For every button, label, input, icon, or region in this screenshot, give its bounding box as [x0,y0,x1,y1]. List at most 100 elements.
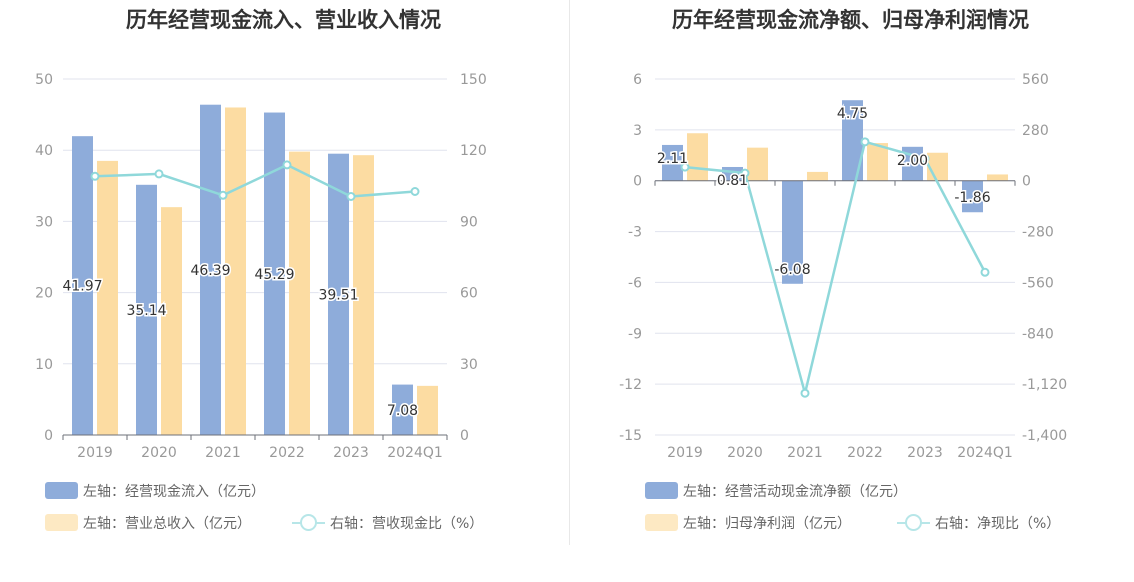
bar-series2 [987,174,1008,181]
legend-label: 左轴：经营现金流入（亿元） [83,484,265,500]
bar-series1 [136,184,157,435]
bar-data-label: 35.14 [126,303,166,319]
legend-swatch [645,482,678,499]
right-legend-bar2[interactable]: 左轴：归母净利润（亿元） [645,513,851,533]
right-axis-tick-label: 90 [460,214,478,230]
legend-swatch [45,514,78,531]
bar-series2 [867,143,888,181]
line-series [94,163,416,198]
line-point [740,168,750,178]
legend-line-icon [897,514,930,531]
legend-label: 左轴：归母净利润（亿元） [683,516,851,532]
right-axis-tick-label: 60 [460,286,478,302]
line-point [90,171,100,181]
right-axis-tick-label: -1,120 [1022,377,1067,393]
bar-series1 [962,180,983,213]
bar-data-label: 2.11 [657,151,688,167]
bar-series1 [264,112,285,435]
x-axis-tick-label: 2020 [141,445,177,461]
x-axis-tick-label: 2024Q1 [957,445,1013,461]
left-axis-tick-label: 30 [35,214,53,230]
line-point [860,137,870,147]
left-axis-tick-label: -6 [628,275,642,291]
bar-series1 [902,146,923,181]
x-axis-tick-label: 2021 [205,445,241,461]
right-axis-tick-label: 560 [1022,72,1049,88]
bar-data-label: 46.39 [190,263,230,279]
x-axis-tick-label: 2021 [787,445,823,461]
bar-data-label: -1.86 [954,190,990,206]
bar-series2 [747,147,768,181]
x-axis-tick-label: 2020 [727,445,763,461]
bar-series2 [687,133,708,181]
left-legend-bar2[interactable]: 左轴：营业总收入（亿元） [45,513,251,533]
right-axis-tick-label: 280 [1022,123,1049,139]
line-point [800,388,810,398]
left-axis-tick-label: 10 [35,357,53,373]
bar-data-label: -6.08 [774,262,810,278]
left-axis-tick-label: 50 [35,72,53,88]
right-axis-tick-label: 0 [460,428,469,444]
x-axis-tick-label: 2019 [667,445,703,461]
left-legend-line[interactable]: 右轴：营收现金比（%） [292,513,483,533]
legend-label: 右轴：净现比（%） [935,516,1061,532]
left-chart-panel: 历年经营现金流入、营业收入情况 0 0 10 30 20 60 30 90 40 120 50 150… [35,8,487,533]
legend-swatch [645,514,678,531]
left-legend-bar1[interactable]: 左轴：经营现金流入（亿元） [45,481,265,501]
line-point [680,162,690,172]
left-axis-tick-label: -12 [619,377,642,393]
right-axis-tick-label: 150 [460,72,487,88]
legend-label: 左轴：营业总收入（亿元） [83,516,251,532]
right-legend-bar1[interactable]: 左轴：经营活动现金流净额（亿元） [645,481,907,501]
x-axis-tick-label: 2022 [847,445,883,461]
bar-series2 [289,151,310,435]
left-axis-tick-label: 0 [44,428,53,444]
left-axis-tick-label: -3 [628,225,642,241]
line-series [684,140,987,394]
left-axis-tick-label: 20 [35,286,53,302]
bar-data-label: 2.00 [897,153,928,169]
bar-data-label: 4.75 [837,106,868,122]
x-axis-tick-label: 2023 [907,445,943,461]
left-axis-tick-label: 3 [633,123,642,139]
line-point [282,160,292,170]
right-legend-line[interactable]: 右轴：净现比（%） [897,513,1060,533]
right-axis-tick-label: 120 [460,143,487,159]
bar-series2 [97,160,118,435]
bar-series1 [842,100,863,181]
legend-label: 右轴：营收现金比（%） [330,516,484,532]
right-chart-panel: 历年经营现金流净额、归母净利润情况 -15 -1,400 -12 -1,120 -9 -8… [567,0,1134,582]
x-axis-tick-label: 2019 [77,445,113,461]
bar-series1 [200,104,221,436]
line-point [218,190,228,200]
right-axis-tick-label: -280 [1022,225,1054,241]
left-axis-tick-label: 0 [633,174,642,190]
bar-data-label: 39.51 [318,287,358,303]
x-axis-tick-label: 2022 [269,445,305,461]
bar-series1 [72,136,93,436]
x-axis-tick-label: 2023 [333,445,369,461]
bar-series2 [353,155,374,435]
legend-line-icon [292,514,325,531]
left-axis-tick-label: -15 [619,428,642,444]
bar-series2 [225,107,246,435]
line-point [410,186,420,196]
bar-data-label: 45.29 [254,267,294,283]
bar-series2 [161,207,182,435]
x-axis-tick-label: 2024Q1 [387,445,443,461]
bar-series1 [662,144,683,181]
panel-divider [569,0,570,545]
bar-data-label: 0.81 [717,173,748,189]
legend-label: 左轴：经营活动现金流净额（亿元） [683,484,907,500]
legend-swatch [45,482,78,499]
line-point [346,191,356,201]
line-point [154,169,164,179]
right-chart-title: 历年经营现金流净额、归母净利润情况 [672,8,1029,32]
right-axis-tick-label: -560 [1022,275,1054,291]
line-point [920,154,930,164]
bar-series1 [328,153,349,436]
right-axis-tick-label: -840 [1022,326,1054,342]
right-axis-tick-label: 0 [1022,174,1031,190]
bar-data-label: 41.97 [62,279,102,295]
